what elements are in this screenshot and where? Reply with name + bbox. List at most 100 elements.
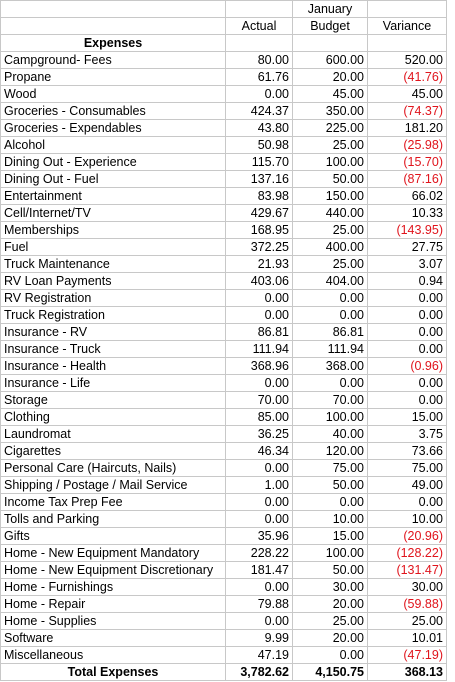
variance-cell[interactable]: 66.02: [367, 187, 447, 205]
expense-label-cell[interactable]: Storage: [0, 391, 226, 409]
budget-cell[interactable]: 20.00: [292, 595, 368, 613]
expense-label-cell[interactable]: Cigarettes: [0, 442, 226, 460]
budget-cell[interactable]: 404.00: [292, 272, 368, 290]
budget-cell[interactable]: 0.00: [292, 493, 368, 511]
actual-cell[interactable]: 0.00: [225, 306, 293, 324]
variance-cell[interactable]: 45.00: [367, 85, 447, 103]
budget-cell[interactable]: 20.00: [292, 629, 368, 647]
expense-label-cell[interactable]: Groceries - Expendables: [0, 119, 226, 137]
expense-label-cell[interactable]: Fuel: [0, 238, 226, 256]
budget-cell[interactable]: 440.00: [292, 204, 368, 222]
budget-cell[interactable]: 0.00: [292, 306, 368, 324]
expense-label-cell[interactable]: Home - New Equipment Discretionary: [0, 561, 226, 579]
budget-cell[interactable]: 0.00: [292, 374, 368, 392]
expense-label-cell[interactable]: Shipping / Postage / Mail Service: [0, 476, 226, 494]
expense-label-cell[interactable]: Income Tax Prep Fee: [0, 493, 226, 511]
budget-cell[interactable]: 0.00: [292, 289, 368, 307]
variance-cell[interactable]: (25.98): [367, 136, 447, 154]
budget-cell[interactable]: 50.00: [292, 170, 368, 188]
budget-column-header[interactable]: Budget: [292, 17, 368, 35]
total-actual[interactable]: 3,782.62: [225, 663, 293, 681]
total-variance[interactable]: 368.13: [367, 663, 447, 681]
actual-cell[interactable]: 21.93: [225, 255, 293, 273]
budget-cell[interactable]: 45.00: [292, 85, 368, 103]
actual-cell[interactable]: 168.95: [225, 221, 293, 239]
expense-label-cell[interactable]: Laundromat: [0, 425, 226, 443]
budget-cell[interactable]: 25.00: [292, 136, 368, 154]
section-title[interactable]: Expenses: [0, 34, 226, 52]
variance-cell[interactable]: (15.70): [367, 153, 447, 171]
budget-cell[interactable]: 15.00: [292, 527, 368, 545]
budget-cell[interactable]: 111.94: [292, 340, 368, 358]
actual-cell[interactable]: 83.98: [225, 187, 293, 205]
actual-column-header[interactable]: Actual: [225, 17, 293, 35]
expense-label-cell[interactable]: Propane: [0, 68, 226, 86]
expense-label-cell[interactable]: Software: [0, 629, 226, 647]
actual-cell[interactable]: 0.00: [225, 85, 293, 103]
budget-cell[interactable]: 100.00: [292, 544, 368, 562]
variance-cell[interactable]: 0.00: [367, 340, 447, 358]
variance-cell[interactable]: 10.00: [367, 510, 447, 528]
expense-label-cell[interactable]: Dining Out - Fuel: [0, 170, 226, 188]
actual-cell[interactable]: 0.00: [225, 459, 293, 477]
variance-cell[interactable]: 0.00: [367, 493, 447, 511]
blank-cell[interactable]: [225, 34, 293, 52]
budget-cell[interactable]: 20.00: [292, 68, 368, 86]
actual-cell[interactable]: 111.94: [225, 340, 293, 358]
expense-label-cell[interactable]: RV Registration: [0, 289, 226, 307]
variance-cell[interactable]: (0.96): [367, 357, 447, 375]
expense-label-cell[interactable]: Insurance - RV: [0, 323, 226, 341]
expense-label-cell[interactable]: Campground- Fees: [0, 51, 226, 69]
expense-label-cell[interactable]: Truck Registration: [0, 306, 226, 324]
blank-cell[interactable]: [367, 34, 447, 52]
variance-cell[interactable]: (143.95): [367, 221, 447, 239]
variance-cell[interactable]: 10.01: [367, 629, 447, 647]
actual-cell[interactable]: 228.22: [225, 544, 293, 562]
variance-cell[interactable]: 181.20: [367, 119, 447, 137]
variance-cell[interactable]: 49.00: [367, 476, 447, 494]
variance-cell[interactable]: 0.94: [367, 272, 447, 290]
budget-cell[interactable]: 50.00: [292, 476, 368, 494]
budget-cell[interactable]: 86.81: [292, 323, 368, 341]
variance-cell[interactable]: 520.00: [367, 51, 447, 69]
actual-cell[interactable]: 79.88: [225, 595, 293, 613]
actual-cell[interactable]: 61.76: [225, 68, 293, 86]
expense-label-cell[interactable]: Insurance - Truck: [0, 340, 226, 358]
actual-cell[interactable]: 43.80: [225, 119, 293, 137]
actual-cell[interactable]: 46.34: [225, 442, 293, 460]
actual-cell[interactable]: 36.25: [225, 425, 293, 443]
expense-label-cell[interactable]: Home - Repair: [0, 595, 226, 613]
variance-cell[interactable]: 3.07: [367, 255, 447, 273]
actual-cell[interactable]: 424.37: [225, 102, 293, 120]
blank-cell[interactable]: [0, 0, 226, 18]
variance-column-header[interactable]: Variance: [367, 17, 447, 35]
budget-cell[interactable]: 0.00: [292, 646, 368, 664]
actual-cell[interactable]: 86.81: [225, 323, 293, 341]
variance-cell[interactable]: (87.16): [367, 170, 447, 188]
expense-label-cell[interactable]: Entertainment: [0, 187, 226, 205]
actual-cell[interactable]: 50.98: [225, 136, 293, 154]
actual-cell[interactable]: 47.19: [225, 646, 293, 664]
variance-cell[interactable]: 10.33: [367, 204, 447, 222]
expense-label-cell[interactable]: Home - Furnishings: [0, 578, 226, 596]
variance-cell[interactable]: 30.00: [367, 578, 447, 596]
actual-cell[interactable]: 0.00: [225, 374, 293, 392]
actual-cell[interactable]: 85.00: [225, 408, 293, 426]
expense-label-cell[interactable]: Miscellaneous: [0, 646, 226, 664]
actual-cell[interactable]: 372.25: [225, 238, 293, 256]
variance-cell[interactable]: 0.00: [367, 289, 447, 307]
expense-label-cell[interactable]: Insurance - Health: [0, 357, 226, 375]
budget-cell[interactable]: 25.00: [292, 255, 368, 273]
budget-cell[interactable]: 50.00: [292, 561, 368, 579]
budget-cell[interactable]: 75.00: [292, 459, 368, 477]
variance-cell[interactable]: 0.00: [367, 306, 447, 324]
budget-cell[interactable]: 150.00: [292, 187, 368, 205]
actual-cell[interactable]: 181.47: [225, 561, 293, 579]
variance-cell[interactable]: 0.00: [367, 374, 447, 392]
blank-cell[interactable]: [0, 17, 226, 35]
budget-cell[interactable]: 400.00: [292, 238, 368, 256]
budget-cell[interactable]: 120.00: [292, 442, 368, 460]
variance-cell[interactable]: 75.00: [367, 459, 447, 477]
budget-cell[interactable]: 368.00: [292, 357, 368, 375]
budget-cell[interactable]: 100.00: [292, 408, 368, 426]
